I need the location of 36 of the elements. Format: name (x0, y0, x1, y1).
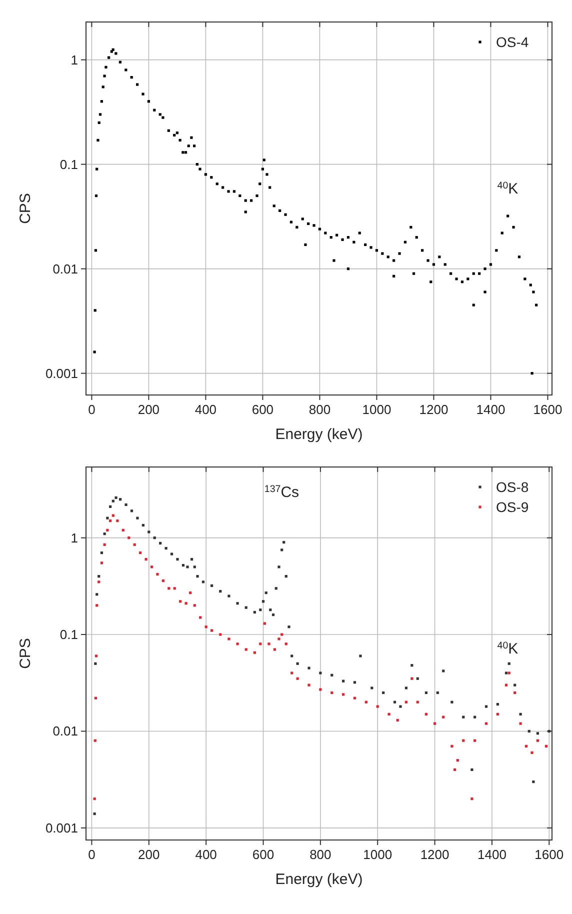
x-tick-label: 0 (88, 847, 96, 862)
x-axis-title: Energy (keV) (275, 426, 363, 443)
y-tick-label: 0.01 (52, 724, 78, 739)
x-axis-title: Energy (keV) (275, 871, 363, 888)
annotation: $^{40}$K (497, 180, 518, 198)
x-tick-label: 800 (310, 847, 332, 862)
y-tick-label: 0.001 (45, 820, 78, 836)
y-axis-title: CPS (17, 638, 34, 669)
annotation: $^{137}$Cs (264, 483, 300, 501)
x-tick-label: 1000 (363, 847, 392, 862)
x-tick-label: 400 (195, 847, 217, 862)
x-tick-label: 200 (138, 847, 160, 862)
y-tick-label: 0.01 (52, 261, 78, 276)
x-tick-label: 600 (252, 847, 274, 862)
y-tick-label: 0.1 (60, 156, 78, 172)
y-tick-label: 0.1 (60, 627, 78, 642)
x-tick-label: 800 (308, 402, 331, 417)
x-tick-label: 1200 (419, 402, 448, 417)
legend-label: OS-9 (496, 499, 529, 515)
x-tick-label: 1600 (534, 847, 564, 862)
x-tick-label: 400 (194, 402, 217, 417)
y-tick-label: 1 (70, 52, 78, 68)
annotation: $^{40}$K (497, 640, 518, 658)
x-tick-label: 0 (88, 402, 96, 417)
x-tick-label: 1000 (362, 402, 392, 417)
legend-label: OS-8 (496, 479, 529, 495)
x-tick-label: 1600 (533, 402, 562, 417)
x-tick-label: 600 (252, 402, 274, 417)
x-tick-label: 1200 (420, 847, 450, 862)
x-tick-label: 200 (138, 402, 160, 417)
y-axis-title: CPS (17, 193, 34, 224)
legend-label: OS-4 (496, 34, 529, 50)
y-tick-label: 1 (70, 530, 78, 546)
y-tick-label: 0.001 (45, 366, 78, 381)
x-tick-label: 1400 (478, 847, 506, 862)
x-tick-label: 1400 (476, 402, 506, 417)
